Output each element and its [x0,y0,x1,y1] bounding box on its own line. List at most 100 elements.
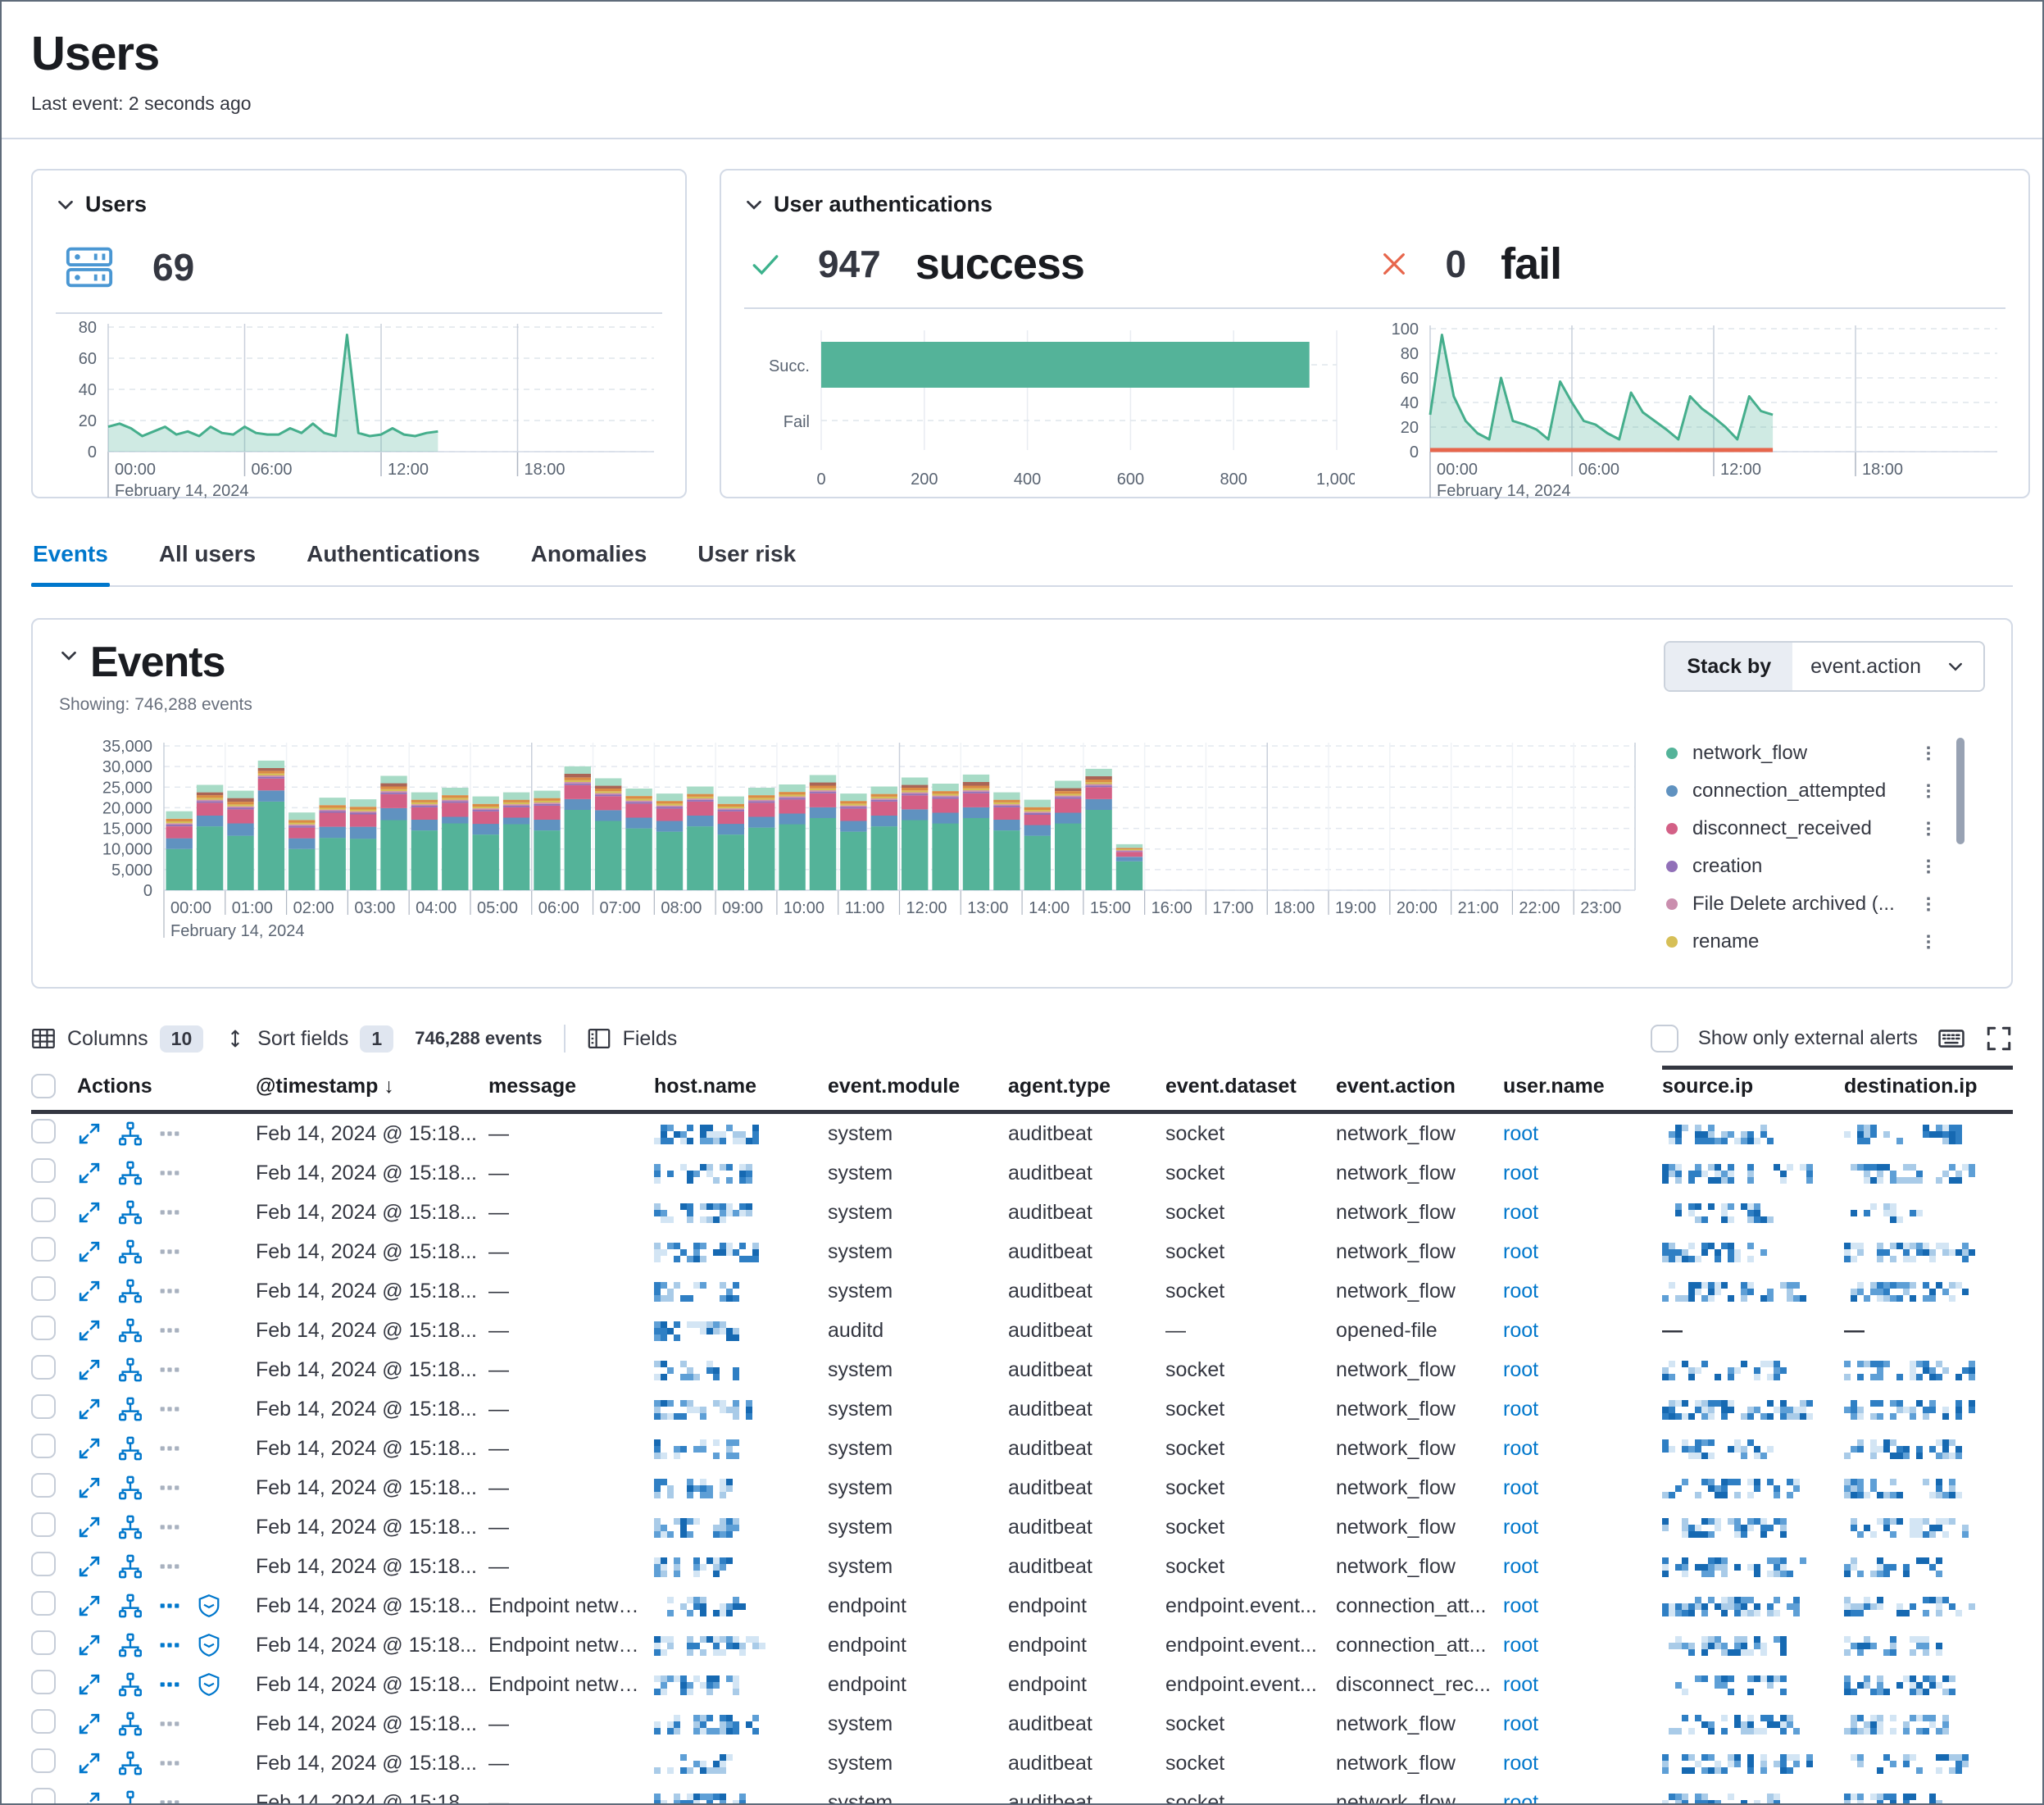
row-checkbox[interactable] [31,1394,56,1419]
user-name-link[interactable]: root [1503,1358,1538,1381]
column-header-eventaction[interactable]: event.action [1336,1075,1503,1098]
column-header-hostname[interactable]: host.name [654,1075,828,1098]
row-checkbox[interactable] [31,1709,56,1734]
user-name-link[interactable]: root [1503,1791,1538,1805]
row-checkbox[interactable] [31,1316,56,1340]
legend-item-4[interactable]: File Delete archived (... [1666,885,1966,923]
analyze-event-icon[interactable] [118,1751,143,1775]
legend-item-3[interactable]: creation [1666,848,1966,885]
expand-event-icon[interactable] [77,1475,102,1500]
more-actions-icon[interactable] [159,1398,180,1420]
analyze-event-icon[interactable] [118,1200,143,1225]
expand-event-icon[interactable] [77,1751,102,1775]
row-checkbox[interactable] [31,1670,56,1694]
row-checkbox[interactable] [31,1276,56,1301]
analyze-event-icon[interactable] [118,1161,143,1185]
fullscreen-icon[interactable] [1985,1025,2013,1053]
more-actions-icon[interactable] [159,1359,180,1380]
user-name-link[interactable]: root [1503,1712,1538,1735]
row-checkbox[interactable] [31,1198,56,1222]
legend-item-menu-icon[interactable] [1920,745,1937,762]
expand-event-icon[interactable] [77,1397,102,1421]
more-actions-icon[interactable] [159,1753,180,1774]
tab-all-users[interactable]: All users [157,536,257,585]
row-checkbox[interactable] [31,1119,56,1143]
expand-event-icon[interactable] [77,1239,102,1264]
column-header-eventdataset[interactable]: event.dataset [1165,1075,1336,1098]
collapse-chevron-icon[interactable] [56,195,75,215]
column-header-Actions[interactable]: Actions [77,1075,256,1098]
analyze-event-icon[interactable] [118,1712,143,1736]
more-actions-icon[interactable] [159,1280,180,1302]
row-checkbox[interactable] [31,1355,56,1380]
analyze-event-icon[interactable] [118,1397,143,1421]
users-area-chart[interactable]: 02040608000:0006:0012:0018:00February 14… [56,314,662,513]
row-checkbox[interactable] [31,1512,56,1537]
more-actions-icon[interactable] [159,1516,180,1538]
user-name-link[interactable]: root [1503,1673,1538,1696]
columns-button[interactable]: Columns 10 [31,1025,203,1053]
analyze-event-icon[interactable] [118,1121,143,1146]
row-checkbox[interactable] [31,1434,56,1458]
more-actions-icon[interactable] [159,1162,180,1184]
user-name-link[interactable]: root [1503,1437,1538,1460]
row-checkbox[interactable] [31,1237,56,1262]
analyze-event-icon[interactable] [118,1436,143,1461]
user-name-link[interactable]: root [1503,1634,1538,1657]
user-name-link[interactable]: root [1503,1516,1538,1539]
more-actions-icon[interactable] [159,1595,180,1616]
user-name-link[interactable]: root [1503,1319,1538,1342]
external-alerts-checkbox[interactable] [1651,1025,1678,1053]
analyze-event-icon[interactable] [118,1790,143,1805]
analyze-event-icon[interactable] [118,1318,143,1343]
legend-scrollbar[interactable] [1956,738,1965,844]
legend-item-2[interactable]: disconnect_received [1666,810,1966,848]
column-header-eventmodule[interactable]: event.module [828,1075,1008,1098]
keyboard-icon[interactable] [1937,1025,1965,1053]
more-actions-icon[interactable] [159,1792,180,1805]
collapse-chevron-icon[interactable] [59,646,79,666]
events-stacked-bar-chart[interactable]: 05,00010,00015,00020,00025,00030,00035,0… [59,734,1645,958]
user-name-link[interactable]: root [1503,1122,1538,1145]
auth-bar-chart[interactable]: 02004006008001,000Succ.Fail [744,317,1355,516]
legend-item-1[interactable]: connection_attempted [1666,772,1966,810]
more-actions-icon[interactable] [159,1438,180,1459]
legend-item-menu-icon[interactable] [1920,821,1937,837]
analyze-event-icon[interactable] [118,1475,143,1500]
legend-item-5[interactable]: rename [1666,923,1966,956]
analyze-event-icon[interactable] [118,1279,143,1303]
column-header-message[interactable]: message [488,1075,654,1098]
endpoint-shield-icon[interactable] [197,1633,221,1657]
more-actions-icon[interactable] [159,1320,180,1341]
select-all-checkbox[interactable] [31,1074,56,1098]
analyze-event-icon[interactable] [118,1594,143,1618]
more-actions-icon[interactable] [159,1123,180,1144]
user-name-link[interactable]: root [1503,1280,1538,1303]
collapse-chevron-icon[interactable] [744,195,764,215]
expand-event-icon[interactable] [77,1200,102,1225]
expand-event-icon[interactable] [77,1554,102,1579]
tab-events[interactable]: Events [31,536,110,585]
row-checkbox[interactable] [31,1552,56,1576]
expand-event-icon[interactable] [77,1436,102,1461]
more-actions-icon[interactable] [159,1477,180,1498]
row-checkbox[interactable] [31,1158,56,1183]
user-name-link[interactable]: root [1503,1201,1538,1224]
column-header-username[interactable]: user.name [1503,1075,1662,1098]
row-checkbox[interactable] [31,1591,56,1616]
user-name-link[interactable]: root [1503,1594,1538,1617]
user-name-link[interactable]: root [1503,1476,1538,1499]
legend-item-0[interactable]: network_flow [1666,734,1966,772]
user-name-link[interactable]: root [1503,1162,1538,1184]
column-header-destinationip[interactable]: destination.ip [1844,1066,2013,1098]
endpoint-shield-icon[interactable] [197,1594,221,1618]
row-checkbox[interactable] [31,1473,56,1498]
expand-event-icon[interactable] [77,1357,102,1382]
expand-event-icon[interactable] [77,1672,102,1697]
legend-item-menu-icon[interactable] [1920,858,1937,875]
stack-by-select[interactable]: event.action [1792,643,1983,690]
expand-event-icon[interactable] [77,1712,102,1736]
expand-event-icon[interactable] [77,1594,102,1618]
column-header-agenttype[interactable]: agent.type [1008,1075,1165,1098]
analyze-event-icon[interactable] [118,1633,143,1657]
